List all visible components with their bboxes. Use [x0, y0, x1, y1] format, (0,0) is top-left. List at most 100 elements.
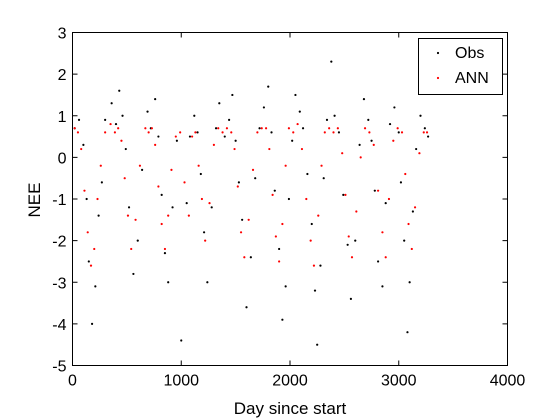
point-obs — [124, 147, 127, 151]
point-obs — [427, 135, 430, 138]
point-ann — [332, 131, 335, 134]
point-ann — [239, 231, 243, 234]
point-obs — [384, 202, 387, 205]
point-ann — [183, 181, 186, 184]
point-ann — [296, 122, 299, 126]
point-ann — [93, 247, 96, 251]
point-ann — [287, 127, 291, 130]
point-ann — [163, 247, 167, 251]
point-ann — [274, 235, 277, 238]
point-obs — [273, 189, 276, 192]
legend-marker-ann — [436, 76, 440, 80]
point-ann — [281, 222, 284, 226]
y-tick-label: 2 — [58, 67, 67, 84]
point-ann — [278, 260, 281, 263]
point-obs — [370, 139, 373, 142]
point-ann — [323, 131, 326, 134]
point-ann — [410, 247, 413, 251]
point-obs — [141, 168, 144, 171]
point-ann — [113, 131, 117, 134]
point-ann — [251, 168, 255, 171]
point-ann — [400, 131, 404, 134]
y-tick-label: -5 — [52, 359, 66, 376]
point-obs — [415, 147, 418, 151]
point-ann — [384, 256, 387, 259]
point-ann — [368, 131, 371, 134]
point-obs — [206, 281, 209, 284]
point-ann — [256, 131, 259, 134]
point-obs — [310, 222, 313, 226]
point-obs — [118, 89, 121, 92]
point-obs — [267, 85, 270, 88]
point-obs — [146, 110, 149, 113]
point-obs — [87, 260, 90, 263]
point-ann — [247, 218, 250, 221]
point-ann — [126, 214, 130, 217]
point-ann — [120, 139, 123, 142]
point-ann — [174, 135, 177, 138]
point-obs — [94, 285, 97, 288]
point-obs — [373, 189, 376, 192]
point-ann — [271, 193, 274, 196]
point-ann — [86, 231, 89, 234]
point-ann — [243, 256, 246, 259]
point-ann — [123, 177, 126, 180]
point-obs — [284, 285, 287, 288]
point-ann — [336, 127, 339, 130]
point-obs — [254, 177, 257, 180]
point-ann — [344, 193, 347, 196]
point-obs — [397, 131, 400, 134]
point-obs — [376, 260, 380, 263]
point-ann — [225, 127, 229, 130]
point-ann — [144, 127, 147, 130]
point-ann — [230, 131, 233, 134]
y-tick-label: 1 — [58, 109, 67, 126]
point-ann — [359, 156, 362, 159]
point-obs — [214, 127, 218, 130]
point-obs — [175, 139, 178, 142]
point-ann — [350, 256, 354, 259]
point-ann — [309, 239, 312, 242]
point-obs — [228, 118, 231, 122]
point-obs — [281, 318, 284, 321]
point-ann — [179, 131, 182, 134]
point-ann — [233, 147, 236, 151]
point-obs — [249, 256, 252, 259]
point-obs — [160, 193, 163, 196]
point-obs — [234, 139, 237, 142]
point-obs — [342, 193, 345, 196]
point-obs — [110, 102, 113, 105]
point-ann — [138, 164, 142, 167]
point-obs — [316, 343, 319, 346]
point-ann — [208, 202, 211, 205]
point-obs — [419, 114, 422, 117]
point-obs — [313, 289, 317, 292]
point-obs — [114, 122, 118, 126]
point-ann — [328, 127, 331, 130]
point-obs — [132, 272, 135, 276]
point-obs — [121, 114, 124, 117]
point-obs — [171, 206, 174, 209]
point-ann — [347, 235, 350, 238]
point-ann — [134, 218, 137, 221]
point-obs — [362, 98, 366, 101]
point-obs — [306, 172, 309, 176]
point-ann — [160, 222, 163, 226]
point-obs — [196, 131, 199, 134]
point-ann — [194, 131, 197, 134]
point-obs — [298, 110, 301, 113]
point-ann — [381, 231, 384, 234]
point-obs — [231, 93, 234, 97]
point-obs — [82, 143, 85, 146]
point-obs — [406, 331, 409, 334]
point-ann — [104, 131, 107, 134]
point-ann — [260, 127, 263, 130]
point-ann — [372, 143, 375, 146]
point-ann — [170, 168, 173, 171]
point-obs — [330, 60, 333, 63]
legend: Obs ANN — [418, 38, 503, 95]
point-obs — [411, 210, 414, 213]
ticks-layer: 0 1000 2000 3000 4000 -5 -4 -3 -2 -1 0 1 2 3 — [52, 26, 525, 390]
x-tick-label: 2000 — [272, 373, 308, 390]
x-tick-label: 4000 — [490, 373, 526, 390]
